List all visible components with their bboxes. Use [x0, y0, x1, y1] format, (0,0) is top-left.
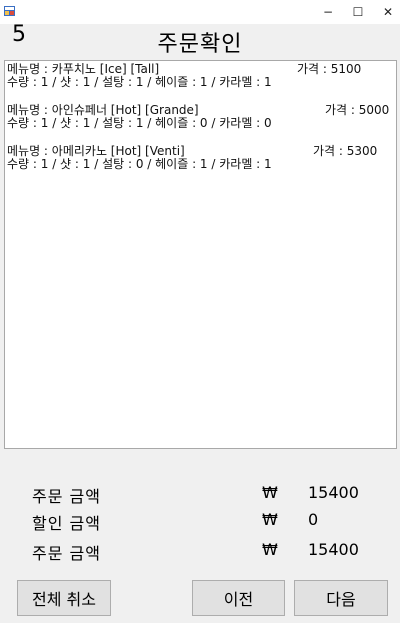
order-total-currency: ₩ [262, 483, 278, 502]
order-list-item[interactable]: 메뉴명 : 카푸치노 [Ice] [Tall] 가격 : 5100 수량 : 1… [7, 63, 396, 104]
item-name: 메뉴명 : 카푸치노 [Ice] [Tall] [7, 62, 160, 76]
item-name: 메뉴명 : 아인슈페너 [Hot] [Grande] [7, 103, 199, 117]
minimize-button[interactable]: − [322, 5, 334, 19]
item-name: 메뉴명 : 아메리카노 [Hot] [Venti] [7, 144, 185, 158]
order-total-label: 주문 금액 [32, 487, 101, 506]
final-total-value: 15400 [308, 540, 359, 559]
maximize-button[interactable]: ☐ [352, 5, 364, 19]
final-total-label: 주문 금액 [32, 544, 101, 563]
order-list-item[interactable]: 메뉴명 : 아인슈페너 [Hot] [Grande] 가격 : 5000 수량 … [7, 104, 396, 145]
cancel-all-button[interactable]: 전체 취소 [17, 580, 111, 616]
title-bar: − ☐ ✕ [0, 0, 400, 24]
order-list[interactable]: 메뉴명 : 카푸치노 [Ice] [Tall] 가격 : 5100 수량 : 1… [4, 60, 397, 449]
discount-label: 할인 금액 [32, 514, 101, 533]
app-icon [4, 6, 15, 16]
item-options: 수량 : 1 / 샷 : 1 / 설탕 : 0 / 헤이즐 : 1 / 카라멜 … [7, 157, 272, 171]
close-button[interactable]: ✕ [382, 5, 394, 19]
item-options: 수량 : 1 / 샷 : 1 / 설탕 : 1 / 헤이즐 : 0 / 카라멜 … [7, 116, 272, 130]
item-options: 수량 : 1 / 샷 : 1 / 설탕 : 1 / 헤이즐 : 1 / 카라멜 … [7, 75, 272, 89]
item-price: 가격 : 5300 [313, 144, 378, 158]
order-total-value: 15400 [308, 483, 359, 502]
order-number: 5 [12, 22, 26, 47]
order-list-item[interactable]: 메뉴명 : 아메리카노 [Hot] [Venti] 가격 : 5300 수량 :… [7, 145, 396, 186]
item-price: 가격 : 5000 [325, 103, 390, 117]
item-price: 가격 : 5100 [297, 62, 362, 76]
previous-button[interactable]: 이전 [192, 580, 285, 616]
page-title: 주문확인 [157, 32, 243, 57]
next-button[interactable]: 다음 [294, 580, 388, 616]
final-total-currency: ₩ [262, 540, 278, 559]
discount-value: 0 [308, 510, 319, 529]
discount-currency: ₩ [262, 510, 278, 529]
